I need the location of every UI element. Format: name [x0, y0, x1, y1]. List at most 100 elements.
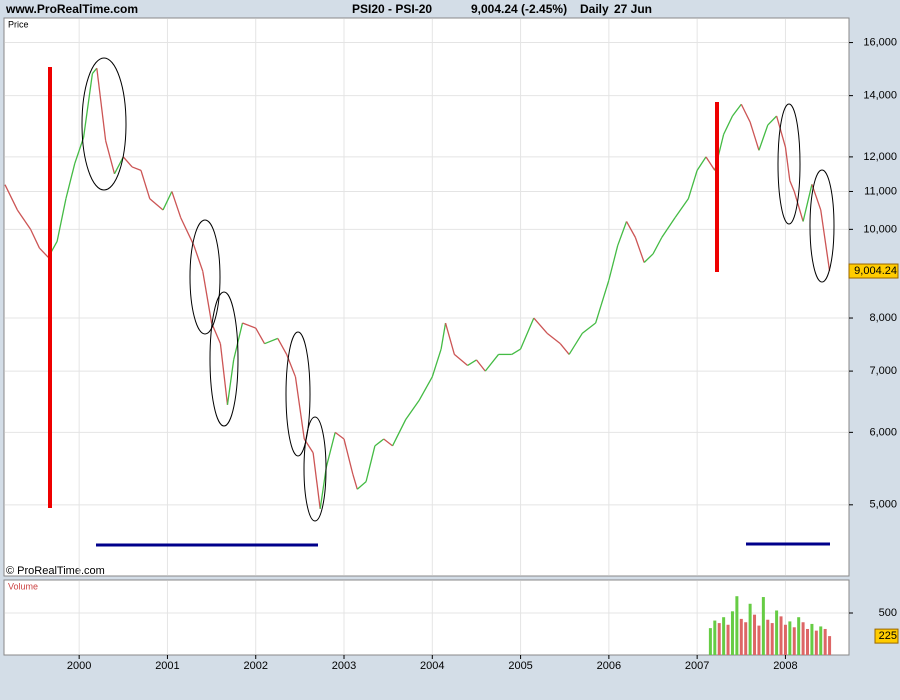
price-segment — [82, 73, 94, 138]
price-segment — [334, 431, 345, 440]
last-value-box — [874, 628, 899, 644]
price-segment — [319, 466, 327, 509]
price-segment — [96, 68, 107, 141]
price-segment — [74, 137, 85, 164]
price-segment — [820, 209, 831, 272]
volume-bar — [757, 625, 761, 655]
volume-bar — [739, 618, 743, 655]
price-segment — [687, 170, 698, 199]
ellipse — [189, 219, 221, 335]
price-segment — [418, 376, 433, 401]
volume-bar — [779, 616, 783, 655]
y-tick-label: 5,000 — [869, 499, 897, 511]
x-tick-label: 2006 — [597, 660, 621, 672]
price-segment — [140, 170, 151, 199]
price-segment — [802, 184, 813, 222]
plot: 2000 2001 2002 2003 2004 2005 2006 2007 2008 5,00… — [4, 19, 899, 672]
ellipse — [81, 57, 127, 191]
price-segment — [149, 198, 164, 211]
volume-bar — [766, 619, 770, 655]
price-segment — [475, 359, 486, 372]
instrument: PSI20 - PSI-20 — [352, 2, 432, 16]
price-segment — [233, 322, 244, 361]
price-segment — [793, 191, 804, 222]
ellipse — [209, 291, 239, 427]
price-segment — [113, 156, 124, 175]
y-tick-label: 16,000 — [863, 36, 897, 48]
y-tick-label: 11,000 — [864, 185, 897, 197]
x-tick-label: 2008 — [773, 660, 797, 672]
volume-bar — [753, 614, 757, 655]
price-segment — [4, 184, 18, 211]
price-segment — [431, 348, 442, 378]
price-segment — [202, 271, 213, 324]
price-segment — [767, 115, 778, 126]
price-segment — [105, 140, 116, 174]
price-segment — [731, 103, 742, 117]
price-segment — [444, 322, 455, 355]
volume-bar — [801, 622, 805, 655]
x-tick-label: 2004 — [420, 660, 444, 672]
price-segment — [511, 348, 521, 355]
x-tick-label: 2003 — [332, 660, 356, 672]
volume-bar — [744, 622, 748, 655]
y-tick-label: 500 — [879, 607, 897, 619]
volume-bar — [708, 628, 712, 655]
price-segment — [484, 354, 500, 372]
price-segment — [696, 156, 707, 171]
price-segment — [581, 322, 597, 334]
x-tick-label: 2005 — [508, 660, 532, 672]
volume-label: Volume — [8, 581, 38, 591]
price-segment — [559, 343, 570, 355]
price-segment — [625, 221, 636, 238]
price-segment — [16, 209, 32, 230]
price-segment — [405, 400, 420, 420]
y-tick-label: 10,000 — [863, 223, 897, 235]
price-segment — [226, 359, 235, 405]
price-segment — [122, 156, 133, 168]
volume-bar — [730, 611, 734, 655]
price-segment — [775, 115, 787, 148]
volume-bar — [717, 623, 721, 655]
price-segment — [180, 217, 195, 246]
volume-bar — [806, 628, 810, 655]
price-segment — [467, 359, 477, 367]
x-tick-label: 2002 — [243, 660, 267, 672]
price-segment — [758, 124, 769, 151]
y-tick-label: 12,000 — [863, 151, 897, 163]
volume-bar — [792, 627, 796, 655]
price-segment — [219, 343, 229, 405]
y-tick-label: 6,000 — [869, 426, 897, 438]
ellipse — [285, 331, 311, 457]
price-segment — [365, 445, 376, 482]
price-segment — [519, 317, 535, 350]
price-segment — [65, 163, 76, 199]
price-segment — [652, 237, 663, 255]
price-segment — [277, 338, 288, 355]
y-tick-label: 8,000 — [869, 312, 897, 324]
price-segment — [162, 191, 173, 211]
price-segment — [617, 221, 628, 246]
price-segment — [242, 322, 256, 329]
price-segment — [383, 438, 393, 447]
volume-bar — [788, 621, 792, 655]
quote: 9,004.24 (-2.45%) — [471, 2, 567, 16]
x-tick-label: 2007 — [685, 660, 709, 672]
volume-bar — [726, 624, 730, 655]
ellipse — [809, 169, 835, 283]
volume-bar — [713, 620, 717, 655]
header-bar — [0, 0, 900, 18]
price-segment — [705, 156, 716, 171]
x-tick-label: 2000 — [67, 660, 91, 672]
ellipse — [777, 103, 801, 225]
price-segment — [674, 198, 689, 218]
period: Daily — [580, 2, 609, 16]
volume-bar — [828, 636, 832, 655]
price-segment — [749, 121, 760, 151]
volume-bar — [735, 596, 739, 655]
volume-bar — [761, 597, 765, 655]
volume-bar — [770, 623, 774, 655]
price-segment — [91, 67, 98, 74]
